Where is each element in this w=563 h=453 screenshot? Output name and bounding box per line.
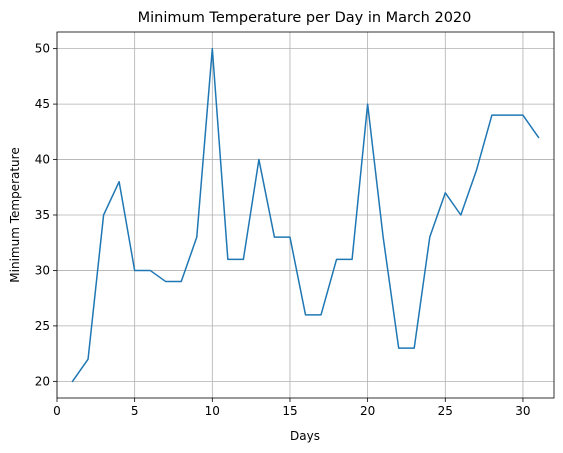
- grid-lines: [56, 32, 554, 398]
- y-tick-label: 25: [35, 319, 50, 333]
- x-tick-label: 20: [360, 404, 375, 418]
- y-tick-label: 40: [35, 153, 50, 167]
- x-tick-label: 30: [515, 404, 530, 418]
- y-tick-label: 35: [35, 208, 50, 222]
- x-tick-label: 0: [53, 404, 61, 418]
- x-axis-ticks: 0 5 10 15 20 25 30: [53, 398, 531, 418]
- x-axis-label: Days: [290, 429, 320, 443]
- y-axis-ticks: 20 25 30 35 40 45 50: [35, 42, 57, 388]
- y-tick-label: 20: [35, 374, 50, 388]
- y-tick-label: 30: [35, 263, 50, 277]
- y-axis-label: Minimum Temperature: [8, 147, 22, 282]
- y-tick-label: 50: [35, 42, 50, 56]
- x-tick-label: 5: [131, 404, 139, 418]
- x-tick-label: 25: [438, 404, 453, 418]
- series-line: [71, 47, 540, 383]
- y-tick-label: 45: [35, 97, 50, 111]
- series-layer: [71, 47, 540, 383]
- chart-title: Minimum Temperature per Day in March 202…: [138, 10, 472, 26]
- x-tick-label: 15: [282, 404, 297, 418]
- x-tick-label: 10: [205, 404, 220, 418]
